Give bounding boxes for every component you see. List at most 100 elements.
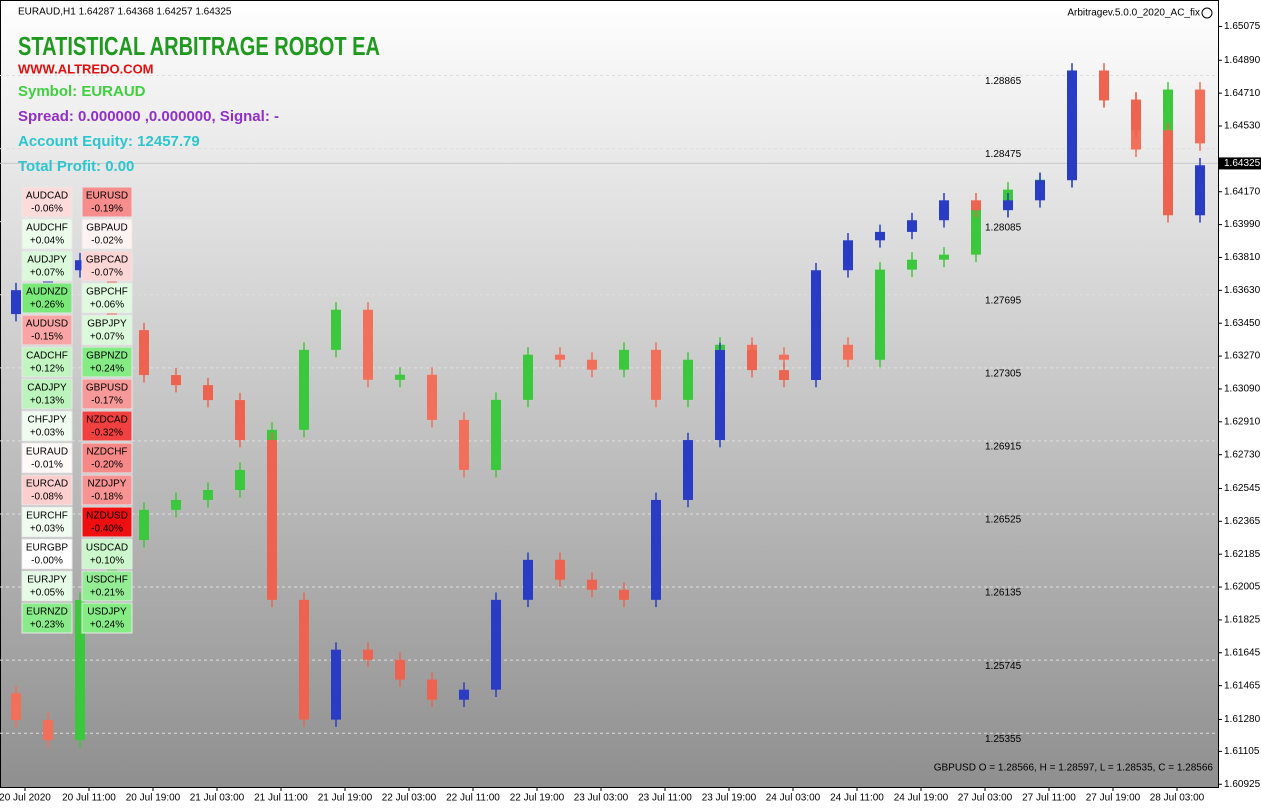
website: WWW.ALTREDO.COM <box>18 61 154 76</box>
y-tick-label: 1.63990 <box>1224 219 1261 230</box>
pair-name: GBPAUD <box>86 223 128 234</box>
candle-body <box>939 254 949 260</box>
candle-body <box>299 349 309 430</box>
pair-cell <box>81 186 133 218</box>
pair-cell <box>81 570 133 602</box>
pair-cell <box>21 538 73 570</box>
pair-name: EURCAD <box>26 479 68 490</box>
y-tick-label: 1.62365 <box>1224 516 1261 527</box>
pair-change: +0.04% <box>30 236 64 247</box>
candle-body <box>171 375 181 386</box>
pair-cell <box>21 410 73 442</box>
candle-body <box>1195 89 1205 144</box>
candle-body <box>331 309 341 350</box>
candle-body <box>811 270 821 380</box>
candle-body <box>1131 100 1141 131</box>
candle-body <box>427 374 437 420</box>
x-tick-label: 21 Jul 11:00 <box>254 793 308 804</box>
pair-change: +0.06% <box>90 300 124 311</box>
pair-change: -0.32% <box>91 428 123 439</box>
candle-body <box>1035 180 1045 201</box>
candle-body <box>971 200 981 211</box>
x-tick-label: 23 Jul 19:00 <box>702 793 757 804</box>
pair-change: -0.40% <box>91 524 123 535</box>
candle-body <box>715 350 725 441</box>
x-tick-label: 27 Jul 11:00 <box>1022 793 1076 804</box>
candle-body <box>139 509 149 541</box>
candle-body <box>523 559 533 600</box>
y-tick-label: 1.61825 <box>1224 615 1261 626</box>
y-tick-label: 1.62730 <box>1224 449 1261 460</box>
candle-body <box>267 440 277 600</box>
x-tick-label: 21 Jul 03:00 <box>190 793 245 804</box>
y-tick-label: 1.61645 <box>1224 647 1261 658</box>
pair-name: GBPNZD <box>86 351 128 362</box>
x-tick-label: 23 Jul 11:00 <box>638 793 692 804</box>
y2-level-label: 1.26135 <box>985 588 1022 599</box>
pair-change: -0.07% <box>91 268 123 279</box>
y2-level-label: 1.25355 <box>985 734 1022 745</box>
x-tick-label: 27 Jul 19:00 <box>1086 793 1141 804</box>
candle-body <box>1067 70 1077 181</box>
pair-change: +0.12% <box>30 364 64 375</box>
expert-name: Arbitragev.5.0.0_2020_AC_fix <box>1067 8 1200 19</box>
y-tick-label: 1.64710 <box>1224 88 1261 99</box>
y2-level-label: 1.28865 <box>985 76 1022 87</box>
pair-change: +0.24% <box>90 364 124 375</box>
y2-level-label: 1.26525 <box>985 515 1022 526</box>
x-tick-label: 21 Jul 19:00 <box>318 793 373 804</box>
pair-change: +0.07% <box>30 268 64 279</box>
y2-level-label: 1.25745 <box>985 661 1022 672</box>
candle-body <box>11 290 21 315</box>
candle-body <box>299 599 309 720</box>
pair-change: -0.20% <box>91 460 123 471</box>
chart-header: EURAUD,H1 1.64287 1.64368 1.64257 1.6432… <box>18 7 232 18</box>
candle-body <box>619 589 629 600</box>
pair-cell <box>81 218 133 250</box>
pair-name: EURJPY <box>27 575 67 586</box>
pair-name: NZDCAD <box>86 415 128 426</box>
x-tick-label: 20 Jul 19:00 <box>126 793 181 804</box>
candle-body <box>907 259 917 270</box>
candle-body <box>875 231 885 241</box>
candle-body <box>907 220 917 232</box>
pair-name: AUDCAD <box>26 191 68 202</box>
pair-cell <box>21 186 73 218</box>
pair-name: EURCHF <box>26 511 68 522</box>
x-tick-label: 23 Jul 03:00 <box>574 793 629 804</box>
candle-body <box>203 385 213 401</box>
pair-change: +0.07% <box>90 332 124 343</box>
y-tick-label: 1.63450 <box>1224 318 1261 329</box>
pair-cell <box>21 570 73 602</box>
pair-name: USDCHF <box>86 575 128 586</box>
candle-body <box>1163 130 1173 216</box>
candle-body <box>427 679 437 700</box>
x-tick-label: 24 Jul 03:00 <box>766 793 821 804</box>
candle-body <box>555 354 565 360</box>
pair-cell <box>21 602 73 634</box>
candle-body <box>75 260 85 271</box>
y-tick-label: 1.63810 <box>1224 252 1261 263</box>
pair-name: CHFJPY <box>28 415 67 426</box>
y-tick-label: 1.61105 <box>1224 746 1260 757</box>
pair-cell <box>21 218 73 250</box>
y2-level-label: 1.27305 <box>985 368 1022 379</box>
candle-body <box>843 344 853 360</box>
pair-change: -0.02% <box>91 236 123 247</box>
pair-name: NZDCHF <box>86 447 127 458</box>
candle-body <box>619 349 629 370</box>
candle-body <box>107 540 117 600</box>
pair-name: AUDNZD <box>26 287 68 298</box>
candle-body <box>747 350 757 371</box>
expert-icon <box>1201 7 1213 19</box>
x-tick-label: 22 Jul 19:00 <box>510 793 565 804</box>
candle-body <box>1099 70 1109 101</box>
pair-cell <box>81 378 133 410</box>
pair-change: -0.00% <box>31 556 63 567</box>
x-tick-label: 24 Jul 19:00 <box>894 793 949 804</box>
pair-change: -0.01% <box>31 460 63 471</box>
pair-name: GBPJPY <box>87 319 127 330</box>
pair-name: EURGBP <box>26 543 69 554</box>
pair-cell <box>81 506 133 538</box>
y2-level-label: 1.27695 <box>985 295 1022 306</box>
